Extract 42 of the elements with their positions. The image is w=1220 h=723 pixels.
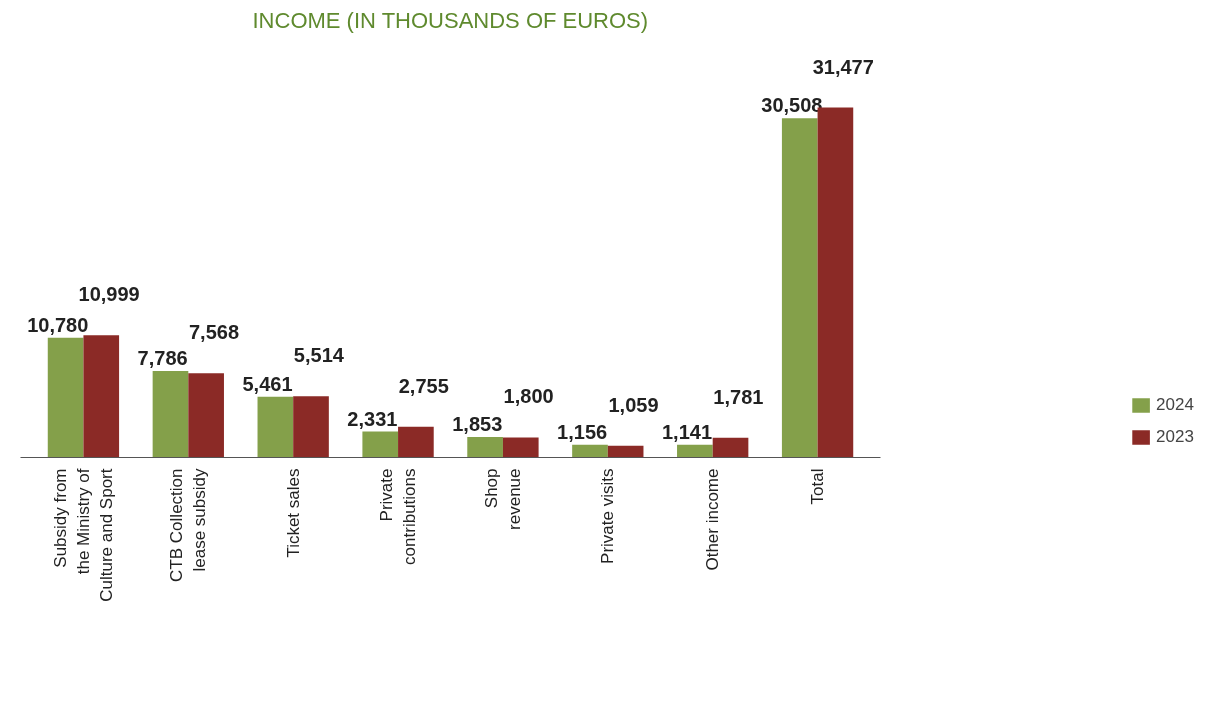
- data-label: 30,508: [761, 94, 823, 117]
- bar: [677, 444, 713, 458]
- data-label: 31,477: [812, 55, 874, 78]
- data-label: 1,059: [608, 393, 659, 416]
- data-label: 5,461: [242, 372, 293, 395]
- x-tick-label: Private contributions: [377, 468, 419, 565]
- bar: [607, 445, 644, 458]
- x-tick-label: Subsidy from the Ministry of Culture and Sport: [51, 468, 116, 602]
- chart-title: INCOME (IN THOUSANDS OF EUROS): [252, 7, 649, 33]
- data-label: 10,780: [27, 313, 89, 336]
- bar: [398, 426, 434, 458]
- x-tick-label: Shop revenue: [482, 468, 524, 530]
- data-label: 1,141: [661, 420, 713, 443]
- legend-label: 2023: [1156, 427, 1194, 447]
- bar: [257, 396, 294, 458]
- data-label: 2,755: [398, 374, 449, 397]
- bar: [572, 444, 608, 458]
- data-label: 7,786: [137, 346, 188, 369]
- bar: [502, 437, 539, 458]
- bar: [362, 431, 399, 458]
- bar: [47, 337, 84, 458]
- data-label: 10,999: [78, 283, 140, 306]
- bar: [83, 335, 120, 458]
- data-label: 1,156: [557, 420, 608, 443]
- data-label: 2,331: [347, 407, 398, 430]
- x-tick-label: Ticket sales: [283, 468, 303, 558]
- legend-label: 2024: [1156, 395, 1194, 415]
- x-tick-label: CTB Collection lease subsidy: [167, 468, 210, 582]
- x-tick-label: Other income: [703, 468, 723, 571]
- data-label: 5,514: [293, 344, 345, 367]
- data-label: 7,568: [188, 321, 240, 344]
- bar: [293, 396, 329, 458]
- bar: [152, 370, 189, 458]
- data-label: 1,853: [452, 412, 503, 435]
- data-label: 1,781: [713, 385, 764, 408]
- bar: [712, 437, 749, 458]
- x-tick-label: Total: [808, 468, 828, 505]
- bar: [467, 436, 503, 458]
- x-tick-label: Private visits: [598, 468, 618, 564]
- data-label: 1,800: [503, 385, 554, 408]
- bar: [781, 118, 818, 458]
- bar: [188, 373, 224, 458]
